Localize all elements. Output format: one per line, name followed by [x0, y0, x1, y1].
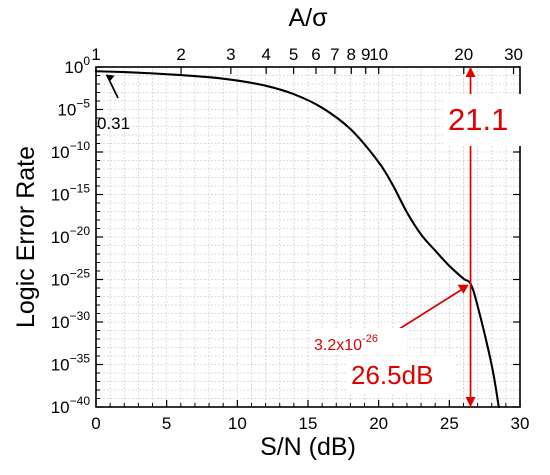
x-tick-label: 20 — [369, 414, 388, 433]
asigma-label: 21.1 — [448, 102, 508, 137]
y-tick-base: 10 — [51, 143, 70, 162]
top-x-tick-label: 9 — [361, 45, 370, 64]
y-tick-exponent: 0 — [83, 54, 90, 68]
y-tick-base: 10 — [51, 186, 70, 205]
y-tick-base: 10 — [57, 101, 76, 120]
y-tick-exponent: −5 — [76, 97, 90, 111]
y-tick-label: 10−5 — [57, 97, 90, 120]
x-axis-title: S/N (dB) — [260, 433, 356, 461]
y-tick-exponent: −30 — [70, 309, 91, 323]
vertical-marker-bottom-arrowhead — [465, 397, 476, 407]
y-tick-label: 10−10 — [51, 139, 91, 162]
marker-value-arrowhead — [457, 284, 469, 294]
y-tick-label: 10−25 — [51, 267, 91, 290]
asigma-label-background — [443, 94, 521, 146]
top-x-tick-label: 20 — [454, 45, 473, 64]
y-tick-label: 10−35 — [51, 352, 91, 375]
y-tick-exponent: −25 — [70, 267, 91, 281]
y-tick-exponent: −15 — [70, 182, 91, 196]
marker-value-arrow-line — [395, 287, 465, 332]
marker-value-label: 3.2x10-26 — [314, 333, 378, 354]
x-tick-label: 5 — [162, 414, 171, 433]
sn-label-background — [348, 356, 454, 394]
y-tick-base: 10 — [51, 313, 70, 332]
y-tick-label: 10−30 — [51, 309, 91, 332]
y-tick-exponent: −20 — [70, 224, 91, 238]
y-tick-base: 10 — [64, 58, 83, 77]
y-tick-base: 10 — [51, 228, 70, 247]
y-tick-base: 10 — [51, 356, 70, 375]
top-x-tick-label: 30 — [504, 45, 523, 64]
top-x-tick-label: 5 — [289, 45, 298, 64]
top-x-tick-label: 1 — [91, 45, 100, 64]
y-tick-base: 10 — [51, 398, 70, 417]
top-axis-title: A/σ — [288, 4, 328, 32]
x-tick-label: 30 — [511, 414, 530, 433]
y-tick-exponent: −40 — [70, 394, 91, 408]
top-x-tick-label: 10 — [369, 45, 388, 64]
y-tick-exponent: −35 — [70, 352, 91, 366]
marker-value-prefix: 3.2x10 — [314, 337, 362, 354]
x-tick-label: 10 — [228, 414, 247, 433]
top-x-tick-label: 7 — [330, 45, 339, 64]
x-tick-label: 25 — [440, 414, 459, 433]
top-x-tick-label: 3 — [226, 45, 235, 64]
top-x-tick-label: 2 — [176, 45, 185, 64]
y-tick-label: 10−15 — [51, 182, 91, 205]
top-x-tick-label: 8 — [347, 45, 356, 64]
y-tick-label: 10−20 — [51, 224, 91, 247]
x-tick-label: 15 — [299, 414, 318, 433]
marker-value-exponent: -26 — [362, 333, 378, 345]
x-tick-label: 0 — [91, 414, 100, 433]
top-x-tick-label: 6 — [311, 45, 320, 64]
top-x-tick-label: 4 — [261, 45, 270, 64]
left-value-label: 0.31 — [97, 114, 130, 133]
vertical-marker-top-arrowhead — [465, 67, 476, 77]
y-tick-base: 10 — [51, 271, 70, 290]
sn-label: 26.5dB — [351, 360, 433, 390]
y-axis-title: Logic Error Rate — [12, 146, 40, 328]
y-tick-label: 100 — [64, 54, 90, 77]
y-tick-exponent: −10 — [70, 139, 91, 153]
left-value-arrowhead — [106, 74, 115, 82]
y-tick-label: 10−40 — [51, 394, 91, 417]
marker-value-label-background — [311, 328, 407, 355]
